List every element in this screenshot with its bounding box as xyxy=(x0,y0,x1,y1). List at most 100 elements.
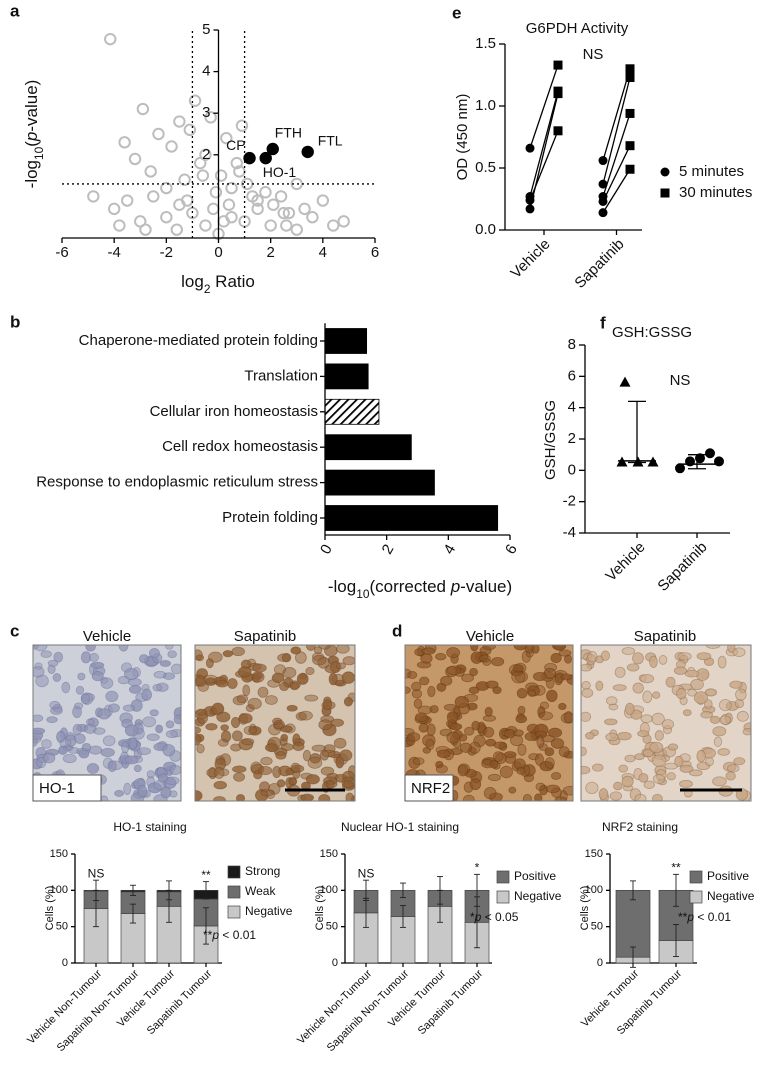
cell xyxy=(515,714,528,724)
y-tick-label: 150 xyxy=(50,848,68,860)
micrograph-texture xyxy=(33,645,181,801)
cell xyxy=(712,776,727,787)
cell xyxy=(102,735,116,747)
pair-line xyxy=(529,90,559,197)
cell xyxy=(511,670,526,684)
data-point xyxy=(625,141,635,151)
cell xyxy=(632,652,644,665)
cell xyxy=(682,709,692,717)
y-tick-label: 50 xyxy=(326,921,338,933)
cell xyxy=(585,781,599,795)
legend-marker xyxy=(660,167,670,177)
data-point xyxy=(220,131,233,145)
x-tick-label: Vehicle xyxy=(602,539,648,585)
cell xyxy=(420,653,433,664)
cell xyxy=(485,680,499,689)
cell xyxy=(634,793,647,801)
cell xyxy=(264,695,278,705)
bar xyxy=(324,434,412,461)
cell xyxy=(222,650,234,658)
cell xyxy=(214,766,225,779)
cell xyxy=(634,753,645,761)
axis-label: **p < 0.01 xyxy=(203,928,256,942)
cell xyxy=(411,681,422,692)
label-part: 10 xyxy=(32,146,46,160)
cell xyxy=(61,681,71,694)
data-point xyxy=(525,143,535,153)
label-part: p xyxy=(450,577,460,596)
data-point xyxy=(183,123,197,137)
cell xyxy=(516,687,528,699)
cell xyxy=(114,789,125,797)
cell xyxy=(609,791,623,801)
cell xyxy=(77,672,86,681)
category-label: Cell redox homeostasis xyxy=(162,438,318,455)
cell xyxy=(554,796,567,801)
data-point xyxy=(222,198,236,211)
cell xyxy=(305,667,315,676)
data-point xyxy=(290,223,303,236)
cell xyxy=(693,691,708,705)
legend-label: Negative xyxy=(707,889,755,903)
micrograph-texture xyxy=(195,645,355,801)
cell xyxy=(632,682,644,694)
annotation: NS xyxy=(358,866,375,880)
cell xyxy=(493,741,507,749)
cell xyxy=(473,734,486,748)
label-part: Ratio xyxy=(210,272,254,291)
cell xyxy=(517,743,527,756)
label-part: * xyxy=(470,910,475,924)
cell xyxy=(86,763,100,774)
legend-swatch xyxy=(227,865,241,879)
cell xyxy=(581,746,587,756)
cell xyxy=(725,771,736,781)
cell xyxy=(62,753,77,764)
data-point xyxy=(259,151,272,165)
cell xyxy=(227,678,238,689)
cell xyxy=(243,725,258,736)
data-point xyxy=(230,156,243,170)
data-point xyxy=(598,179,608,189)
y-tick-label: 4 xyxy=(202,63,210,80)
cell xyxy=(454,695,469,709)
cell xyxy=(217,738,229,747)
cell xyxy=(419,676,430,686)
cell xyxy=(72,723,82,736)
cell xyxy=(638,773,649,783)
cell xyxy=(33,727,46,735)
cell xyxy=(517,705,526,715)
cell xyxy=(272,765,282,779)
cell xyxy=(532,671,547,682)
cell xyxy=(133,764,142,773)
cell xyxy=(73,733,86,744)
cell xyxy=(264,743,279,753)
cell xyxy=(464,726,475,736)
cell xyxy=(581,711,592,722)
cell xyxy=(296,672,309,685)
cell xyxy=(581,663,593,672)
cell xyxy=(535,782,546,791)
pair-line xyxy=(602,113,631,197)
cell xyxy=(52,673,62,682)
y-tick-label: 100 xyxy=(320,884,338,896)
cell xyxy=(162,744,176,757)
cell xyxy=(544,747,555,757)
cell xyxy=(42,752,56,764)
cell xyxy=(639,674,655,684)
cell xyxy=(257,686,269,698)
data-point xyxy=(266,142,279,156)
data-point xyxy=(274,190,288,203)
cell xyxy=(585,732,595,740)
y-tick-label: 8 xyxy=(568,336,576,353)
data-point xyxy=(136,102,150,116)
axis-label: *p < 0.05 xyxy=(470,910,519,924)
cell xyxy=(238,713,253,724)
cell xyxy=(527,689,537,697)
cell xyxy=(491,656,505,667)
cell xyxy=(118,645,129,652)
legend-label: 30 minutes xyxy=(679,184,752,201)
image-label: Sapatinib xyxy=(634,628,697,645)
cell xyxy=(617,731,632,741)
y-axis-label: Cells (%) xyxy=(44,886,56,931)
